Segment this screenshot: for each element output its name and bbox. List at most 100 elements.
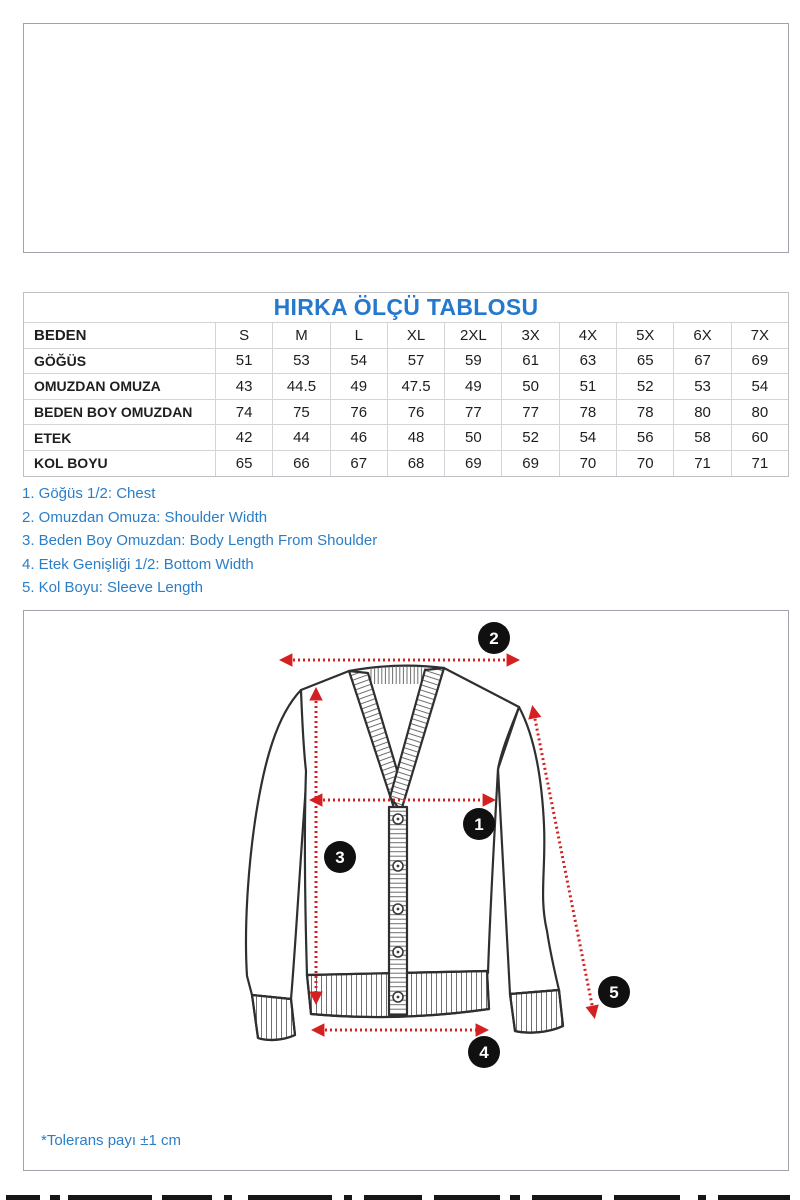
measurement-value: 69 <box>444 450 501 476</box>
back-collar-ribbing <box>370 666 426 684</box>
size-column-header: 6X <box>673 323 730 348</box>
measurement-value: 77 <box>501 399 558 425</box>
measurement-value: 49 <box>329 374 387 399</box>
bottom-cropped-strip <box>0 1195 800 1200</box>
measurement-value: 52 <box>616 374 673 399</box>
measurement-value: 68 <box>386 450 444 476</box>
measurement-value: 49 <box>444 374 501 399</box>
table-row: ETEK 42 44 46 48 50 52 54 56 58 60 <box>24 424 788 450</box>
measurement-value: 63 <box>558 348 616 374</box>
measurement-value: 71 <box>730 450 788 476</box>
size-table-header-row: BEDEN S M L XL 2XL 3X 4X 5X 6X 7X <box>24 323 788 348</box>
marker-number: 1 <box>474 815 483 834</box>
table-row: GÖĞÜS 51 53 54 57 59 61 63 65 67 69 <box>24 347 788 374</box>
empty-product-panel <box>23 23 789 253</box>
row-label: BEDEN BOY OMUZDAN <box>34 404 193 421</box>
size-column-header: 4X <box>558 323 616 348</box>
right-sleeve-outline <box>496 705 561 996</box>
marker-number: 2 <box>489 629 498 648</box>
measurement-value: 61 <box>501 348 558 374</box>
measurement-value: 51 <box>215 348 272 374</box>
measurement-value: 51 <box>558 374 616 399</box>
marker-number: 3 <box>335 848 344 867</box>
size-column-header: 5X <box>616 323 673 348</box>
measurement-value: 52 <box>501 425 558 450</box>
measurement-value: 57 <box>386 348 444 374</box>
measurement-value: 54 <box>329 348 387 374</box>
measurement-value: 69 <box>501 450 558 476</box>
measurement-value: 80 <box>730 399 788 425</box>
left-sleeve-outline <box>244 688 309 1001</box>
row-label: KOL BOYU <box>34 455 108 472</box>
cropped-text-fragment <box>434 1195 500 1200</box>
measurement-value: 50 <box>501 374 558 399</box>
diagram-panel: 1 2 3 4 5 *Tolerans payı ±1 cm <box>23 610 789 1171</box>
legend-item: 3. Beden Boy Omuzdan: Body Length From S… <box>22 532 378 549</box>
measurement-value: 56 <box>616 425 673 450</box>
measure-marker-body-length <box>324 841 356 873</box>
legend-item: 4. Etek Genişliği 1/2: Bottom Width <box>22 555 254 573</box>
size-table-header-label: BEDEN <box>34 326 87 344</box>
cropped-text-fragment <box>248 1195 332 1200</box>
measurement-value: 78 <box>616 399 673 425</box>
measurement-value: 78 <box>558 399 616 425</box>
measurement-value: 53 <box>272 348 329 374</box>
row-label: ETEK <box>34 429 72 446</box>
measure-marker-shoulder-width <box>478 622 510 654</box>
size-column-header: 2XL <box>444 323 501 348</box>
cropped-text-fragment <box>6 1195 40 1200</box>
cropped-text-fragment <box>364 1195 422 1200</box>
legend-item: 5. Kol Boyu: Sleeve Length <box>22 579 203 596</box>
size-table: HIRKA ÖLÇÜ TABLOSU BEDEN S M L XL 2XL 3X 4X 5X 6… <box>23 292 789 477</box>
measurement-value: 76 <box>386 399 444 425</box>
measurement-value: 59 <box>444 348 501 374</box>
cropped-text-fragment <box>162 1195 212 1200</box>
cropped-text-fragment <box>344 1195 352 1200</box>
cropped-text-fragment <box>532 1195 602 1200</box>
left-cuff-ribbing <box>250 993 297 1042</box>
legend-item: 2. Omuzdan Omuza: Shoulder Width <box>22 508 268 526</box>
size-column-header: L <box>329 323 387 348</box>
measurement-value: 60 <box>730 425 788 450</box>
table-row: BEDEN BOY OMUZDAN 74 75 76 76 77 77 78 78 80 80 <box>24 398 788 425</box>
measurement-value: 71 <box>673 450 730 476</box>
size-column-header: S <box>215 323 272 348</box>
table-row: KOL BOYU 65 66 67 68 69 69 70 70 71 71 <box>24 449 788 476</box>
arrow-sleeve-length <box>528 705 599 1019</box>
measurement-value: 74 <box>215 399 272 425</box>
measurement-value: 50 <box>444 425 501 450</box>
row-label: GÖĞÜS <box>34 352 87 369</box>
measurement-value: 67 <box>329 450 387 476</box>
size-column-header: XL <box>386 323 444 348</box>
measurement-value: 47.5 <box>386 374 444 399</box>
measurement-value: 76 <box>329 399 387 425</box>
cropped-text-fragment <box>68 1195 152 1200</box>
measurement-value: 77 <box>444 399 501 425</box>
measurement-value: 43 <box>215 374 272 399</box>
cardigan-diagram-svg: 1 2 3 4 5 <box>244 622 630 1068</box>
measurement-value: 67 <box>673 348 730 374</box>
measurement-value: 65 <box>215 450 272 476</box>
measure-marker-chest <box>463 808 495 840</box>
cropped-text-fragment <box>224 1195 232 1200</box>
measurement-value: 58 <box>673 425 730 450</box>
measurement-value: 48 <box>386 425 444 450</box>
measure-marker-sleeve-length <box>598 976 630 1008</box>
row-label: OMUZDAN OMUZA <box>34 378 161 395</box>
size-table-title: HIRKA ÖLÇÜ TABLOSU <box>24 293 788 323</box>
cropped-text-fragment <box>614 1195 680 1200</box>
cropped-text-fragment <box>718 1195 790 1200</box>
cropped-text-fragment <box>510 1195 520 1200</box>
size-column-header: M <box>272 323 329 348</box>
measure-marker-bottom-width <box>468 1036 500 1068</box>
measurement-value: 70 <box>616 450 673 476</box>
measurement-value: 80 <box>673 399 730 425</box>
size-column-header: 7X <box>730 323 788 348</box>
marker-number: 4 <box>479 1043 489 1062</box>
legend-list: 1. Göğüs 1/2: Chest 2. Omuzdan Omuza: Sho… <box>22 482 377 600</box>
table-row: OMUZDAN OMUZA 43 44.5 49 47.5 49 50 51 52 53 54 <box>24 373 788 399</box>
measurement-value: 75 <box>272 399 329 425</box>
size-column-header: 3X <box>501 323 558 348</box>
buttons <box>392 813 404 1003</box>
